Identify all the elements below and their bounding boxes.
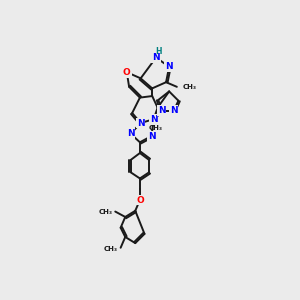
Text: N: N — [127, 129, 134, 138]
Text: O: O — [123, 68, 131, 77]
Text: N: N — [150, 115, 158, 124]
Text: N: N — [158, 106, 165, 115]
Text: N: N — [137, 118, 145, 127]
Text: CH₃: CH₃ — [183, 84, 197, 90]
Text: O: O — [136, 196, 144, 205]
Text: H: H — [155, 47, 162, 56]
Text: N: N — [170, 106, 178, 115]
Text: N: N — [152, 53, 160, 62]
Text: CH₃: CH₃ — [98, 208, 112, 214]
Text: CH₃: CH₃ — [148, 124, 162, 130]
Text: N: N — [165, 62, 173, 71]
Text: CH₃: CH₃ — [103, 246, 118, 252]
Text: N: N — [148, 132, 155, 141]
